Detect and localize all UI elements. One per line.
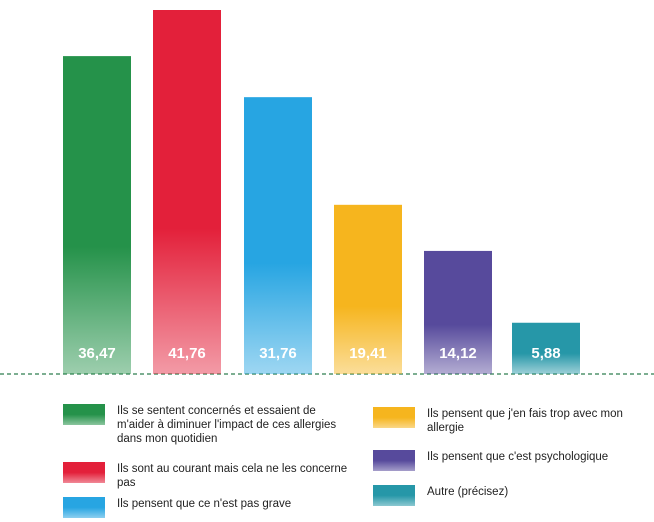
legend-swatch: [373, 450, 415, 471]
legend-item: Autre (précisez): [373, 485, 627, 506]
legend-label: Ils pensent que ce n'est pas grave: [117, 498, 292, 510]
legend-label: Ils se sentent concernés et essaient de …: [117, 405, 337, 445]
bar: [153, 10, 221, 374]
value-label: 5,88: [531, 345, 560, 362]
legend-label: Ils pensent que j'en fais trop avec mon …: [427, 408, 623, 434]
legend-label: Autre (précisez): [427, 486, 509, 498]
legend-label: Ils pensent que c'est psychologique: [427, 451, 609, 463]
legend-swatch: [373, 485, 415, 506]
legend-item: Ils sont au courant mais cela ne les con…: [63, 462, 352, 490]
legend-label: Ils sont au courant mais cela ne les con…: [117, 463, 348, 489]
legend-swatch: [63, 462, 105, 483]
value-label: 14,12: [439, 345, 477, 362]
legend-item: Ils pensent que j'en fais trop avec mon …: [373, 407, 627, 435]
legend-swatch: [373, 407, 415, 428]
bar: [424, 250, 492, 374]
legend-swatch: [63, 497, 105, 518]
bar: [334, 204, 402, 374]
bar: [512, 322, 580, 374]
bar: [244, 97, 312, 375]
bar: [63, 56, 131, 374]
value-label: 19,41: [349, 345, 387, 362]
value-label: 41,76: [168, 345, 206, 362]
legend-item: Ils pensent que c'est psychologique: [373, 450, 627, 471]
legend-item: Ils se sentent concernés et essaient de …: [63, 404, 352, 446]
legend-item: Ils pensent que ce n'est pas grave: [63, 497, 352, 518]
value-label: 31,76: [259, 345, 297, 362]
value-label: 36,47: [78, 345, 116, 362]
legend-swatch: [63, 404, 105, 425]
